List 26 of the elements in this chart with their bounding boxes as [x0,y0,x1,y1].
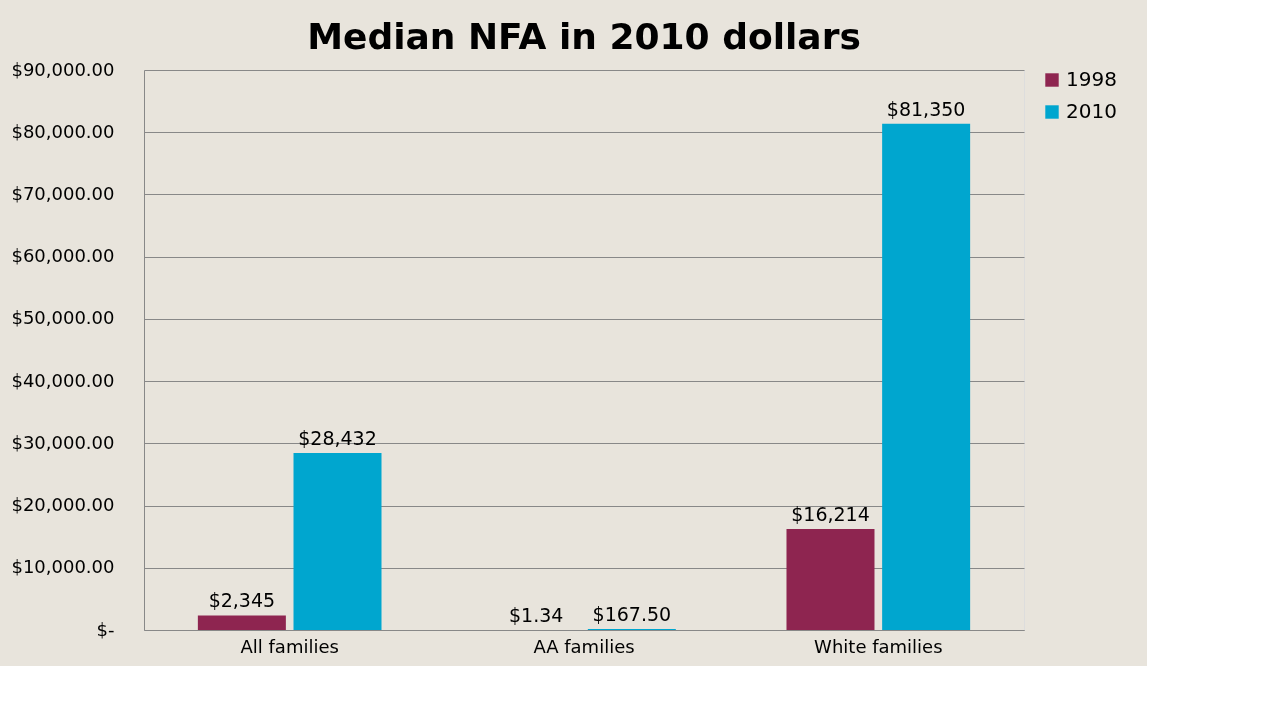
y-tick-label: $90,000.00 [11,58,115,80]
y-tick-label: $- [96,618,115,640]
legend-label: 1998 [1066,67,1117,91]
data-label: $16,214 [791,503,870,526]
y-tick-label: $80,000.00 [11,120,115,142]
chart-title: Median NFA in 2010 dollars [307,16,861,57]
bar [293,453,382,630]
legend-label: 2010 [1066,99,1117,123]
y-tick-label: $10,000.00 [11,556,115,578]
x-tick-label: All families [240,635,339,657]
bar [786,529,875,630]
data-label: $81,350 [886,97,966,120]
bar [197,615,286,630]
y-tick-label: $70,000.00 [11,182,115,204]
data-label: $167.50 [592,602,672,625]
y-tick-label: $50,000.00 [11,307,115,329]
x-tick-label: White families [814,635,943,657]
data-label: $2,345 [208,589,276,612]
y-tick-label: $60,000.00 [11,245,115,267]
data-label: $28,432 [298,427,377,450]
y-tick-label: $30,000.00 [11,431,115,453]
x-tick-label: AA families [533,635,635,657]
data-label: $1.34 [508,603,564,626]
bar [882,123,971,630]
y-tick-label: $20,000.00 [11,494,115,516]
y-tick-label: $40,000.00 [11,369,115,391]
